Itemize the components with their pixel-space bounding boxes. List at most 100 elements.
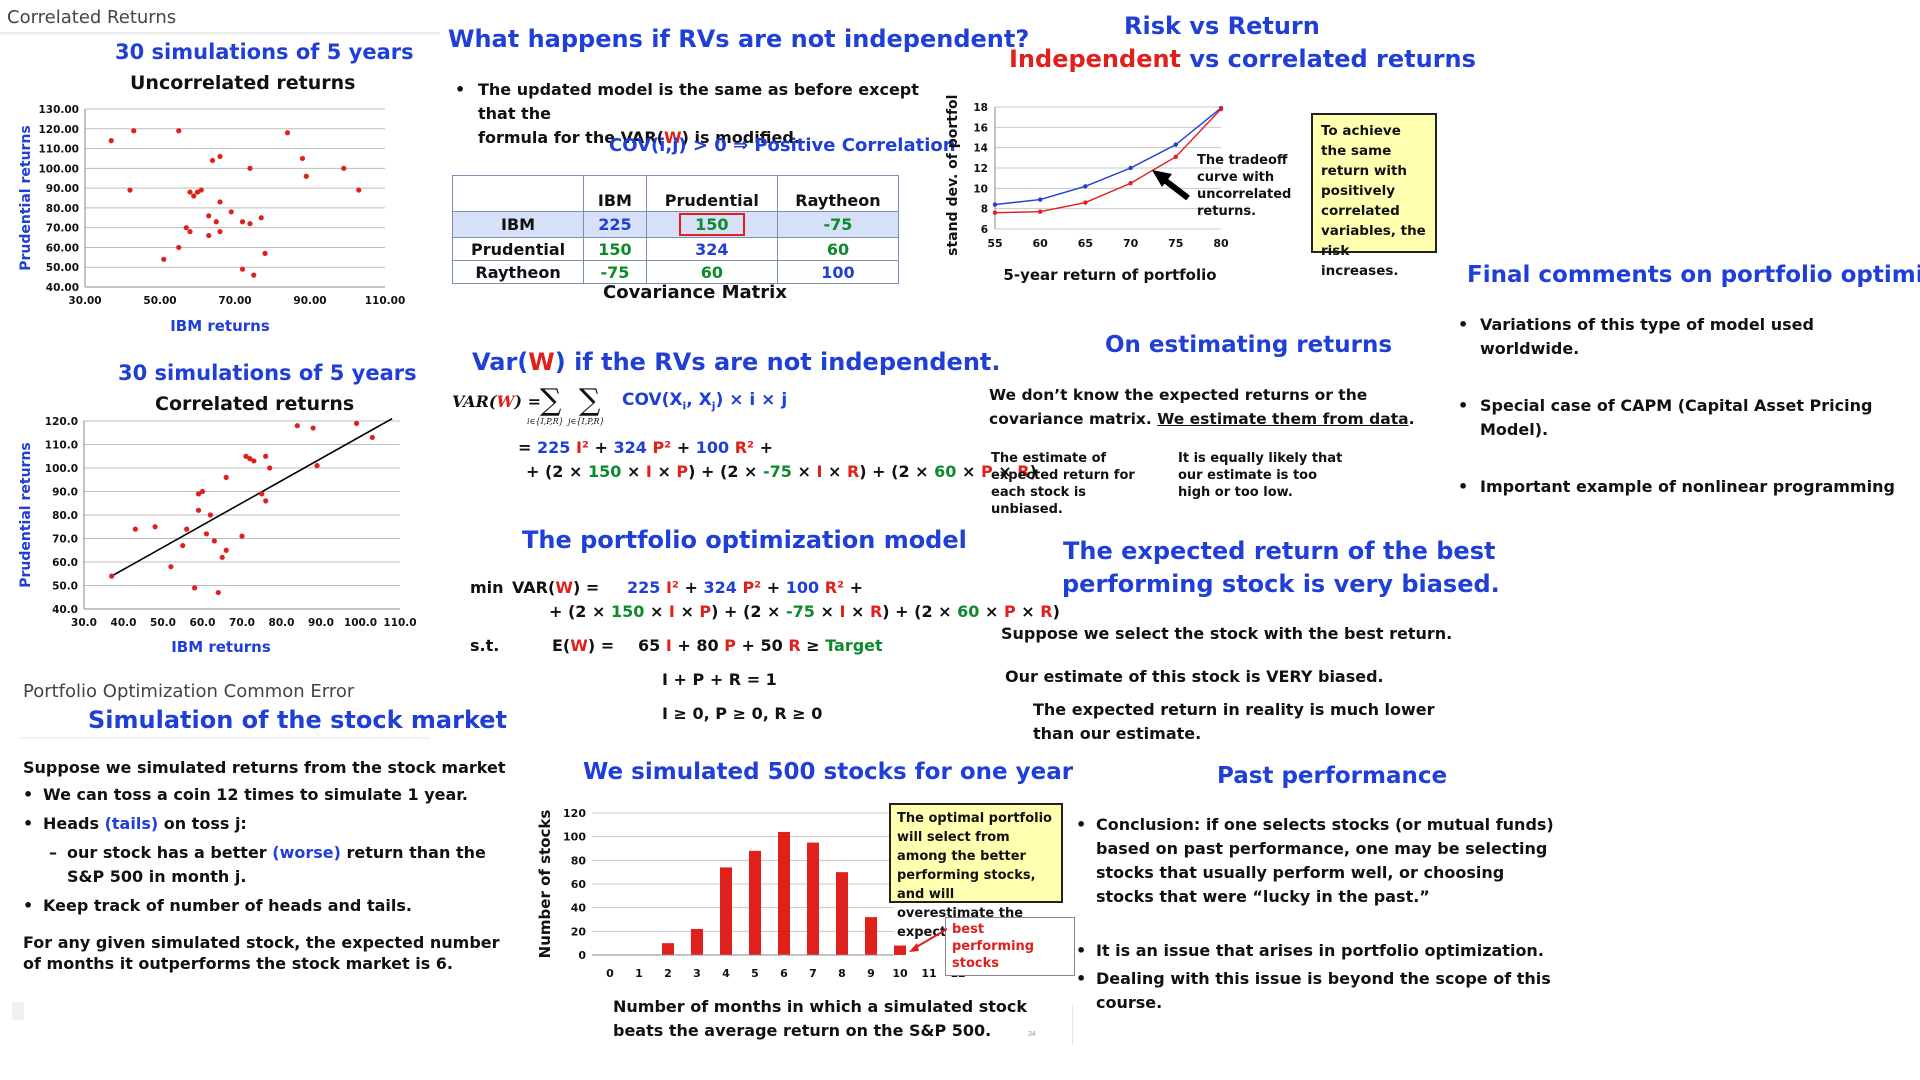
data-point <box>168 564 174 570</box>
y-tick-label: 6 <box>981 224 988 236</box>
y-tick-label: 20 <box>571 925 587 938</box>
data-point <box>243 453 249 459</box>
panel-divider <box>0 32 440 36</box>
risk-vs-return-chart: 6 8 10 12 14 16 18 55 60 65 70 75 80 stand dev. of po… <box>945 95 1229 284</box>
cov-table-cell: 150 <box>645 211 778 238</box>
sigma-i-symbol: ∑ <box>540 383 562 418</box>
uncorrelated-scatter-chart: 40.00 50.00 60.00 70.00 80.00 90.00 100.00 110.… <box>18 104 405 335</box>
histogram-bar <box>778 831 790 955</box>
x-tick-label: 65 <box>1078 237 1093 250</box>
x-tick-label: 80.0 <box>269 617 295 629</box>
var-expansion-line-3: + (2 × 150 × I × P) + (2 × -75 × I × R) … <box>526 462 1037 481</box>
series-point <box>1128 165 1133 171</box>
cov-table-cell: 150 <box>583 237 647 261</box>
covariance-matrix-table: IBM Prudential Raytheon IBM 225 150 -75 Prudent… <box>451 175 900 284</box>
data-point <box>341 165 347 171</box>
data-point <box>239 266 246 272</box>
y-axis-label: stand dev. of portfolio <box>945 95 961 256</box>
data-point <box>299 155 306 162</box>
scatter-bottom-subtitle: Correlated returns <box>155 393 355 415</box>
x-tick-label: 5 <box>751 967 759 980</box>
y-tick-label: 120.00 <box>38 124 79 136</box>
simulation-title: Simulation of the stock market <box>88 706 508 734</box>
x-tick-label: 50.00 <box>143 295 176 307</box>
data-point <box>284 130 291 136</box>
data-point <box>198 187 204 193</box>
correlated-scatter-chart: 40.0 50.0 60.0 70.0 80.0 90.0 100.0 110.0 120.0 3… <box>18 416 417 656</box>
x-tick-label: 40.0 <box>111 617 137 629</box>
x-tick-label: 8 <box>838 967 846 980</box>
x-tick-label: 9 <box>867 967 875 980</box>
x-tick-label: 3 <box>693 967 701 980</box>
histogram-bar <box>836 872 848 955</box>
histogram-bar <box>662 943 674 955</box>
series-point <box>1173 142 1178 147</box>
y-tick-label: 70.0 <box>52 534 78 546</box>
x-tick-label: 6 <box>780 967 788 980</box>
data-point <box>191 193 197 199</box>
histogram-chart: 0204060801001200123456789101112Number of… <box>536 807 966 980</box>
x-tick-label: 11 <box>921 967 936 980</box>
equally-likely-note: It is equally likely that our estimate i… <box>1178 451 1343 500</box>
x-tick-label: 30.0 <box>71 617 97 629</box>
data-point <box>132 526 138 532</box>
series-point <box>1083 200 1088 205</box>
histogram-bar <box>894 945 906 955</box>
x-tick-label: 4 <box>722 967 730 980</box>
cov-table-row-name: Raytheon <box>451 260 585 284</box>
data-point <box>303 173 309 179</box>
y-tick-label: 120 <box>563 807 586 820</box>
data-point <box>239 533 245 539</box>
series-point <box>992 202 998 207</box>
cov-table-header-row: IBM Prudential Raytheon <box>451 175 900 212</box>
series-line <box>994 107 1222 206</box>
x-tick-label: 100.0 <box>344 617 377 629</box>
x-tick-label: 70 <box>1123 237 1139 250</box>
simulation-sub-bullet: – our stock has a better (worse) return t… <box>49 843 486 886</box>
y-tick-label: 60.0 <box>52 557 78 569</box>
data-point <box>176 244 182 251</box>
final-comments-list: • Variations of this type of model used w… <box>1458 313 1908 499</box>
data-point <box>310 425 316 431</box>
data-point <box>187 229 193 235</box>
data-point <box>187 189 193 195</box>
min-label: min <box>470 578 504 597</box>
data-point <box>294 423 300 429</box>
min-objective-lhs: VAR(W) = <box>512 578 600 597</box>
x-tick-label: 30.00 <box>68 295 101 307</box>
y-tick-label: 90.00 <box>46 183 79 195</box>
cov-table-header <box>451 175 585 212</box>
y-axis-label: Prudential returns <box>18 442 34 588</box>
x-axis-label: 5-year return of portfolio <box>1003 266 1216 284</box>
slide-page-number: 34 <box>1028 1031 1036 1038</box>
series-point <box>1128 181 1133 186</box>
series-point <box>1038 197 1043 202</box>
nonnegativity-constraint: I ≥ 0, P ≥ 0, R ≥ 0 <box>662 704 823 723</box>
data-point <box>239 219 246 225</box>
y-tick-label: 90.0 <box>52 487 78 499</box>
data-point <box>152 524 158 530</box>
simulation-intro: Suppose we simulated returns from the st… <box>23 758 506 777</box>
panel-divider <box>1072 1005 1073 1045</box>
y-tick-label: 16 <box>973 122 988 134</box>
y-tick-label: 40.00 <box>46 282 79 294</box>
x-tick-label: 110.0 <box>383 617 416 629</box>
unbiased-estimate-note: The estimate of expected return for each… <box>991 451 1135 517</box>
histogram-bar <box>691 928 703 955</box>
sigma-i-subscript: i∈{I,P,R} <box>527 417 564 426</box>
expected-w-label: E(W) = <box>552 636 615 655</box>
simulation-bullet-2: • Heads (tails) on toss j: <box>23 814 247 833</box>
not-independent-title: What happens if RVs are not independent? <box>448 25 1030 53</box>
x-tick-label: 75 <box>1168 237 1183 250</box>
panel-divider <box>20 737 430 740</box>
cov-table-row: Raytheon -75 60 100 <box>451 260 900 284</box>
y-tick-label: 50.00 <box>46 262 79 274</box>
simulation-bullets: • We can toss a coin 12 times to simulate… <box>23 783 513 918</box>
var-formula-lhs: VAR(W) = <box>452 392 541 411</box>
y-tick-label: 8 <box>981 204 988 216</box>
data-point <box>108 138 114 144</box>
simulation-bullet-1: • We can toss a coin 12 times to simulate… <box>23 785 468 804</box>
y-tick-label: 50.0 <box>52 581 78 593</box>
st-label: s.t. <box>470 636 500 655</box>
panel-label-correlated-returns: Correlated Returns <box>7 7 177 28</box>
